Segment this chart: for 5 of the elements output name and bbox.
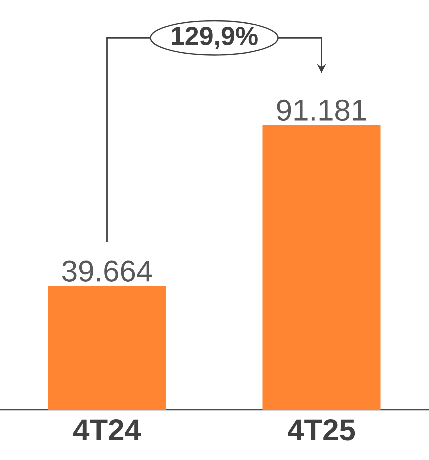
x-tick-label: 4T25 xyxy=(288,420,356,441)
data-label: 39.664 xyxy=(62,260,152,282)
text: 129,9% xyxy=(172,27,258,50)
data-label: 91.181 xyxy=(277,100,366,122)
x-tick-label: 4T24 xyxy=(74,420,142,440)
